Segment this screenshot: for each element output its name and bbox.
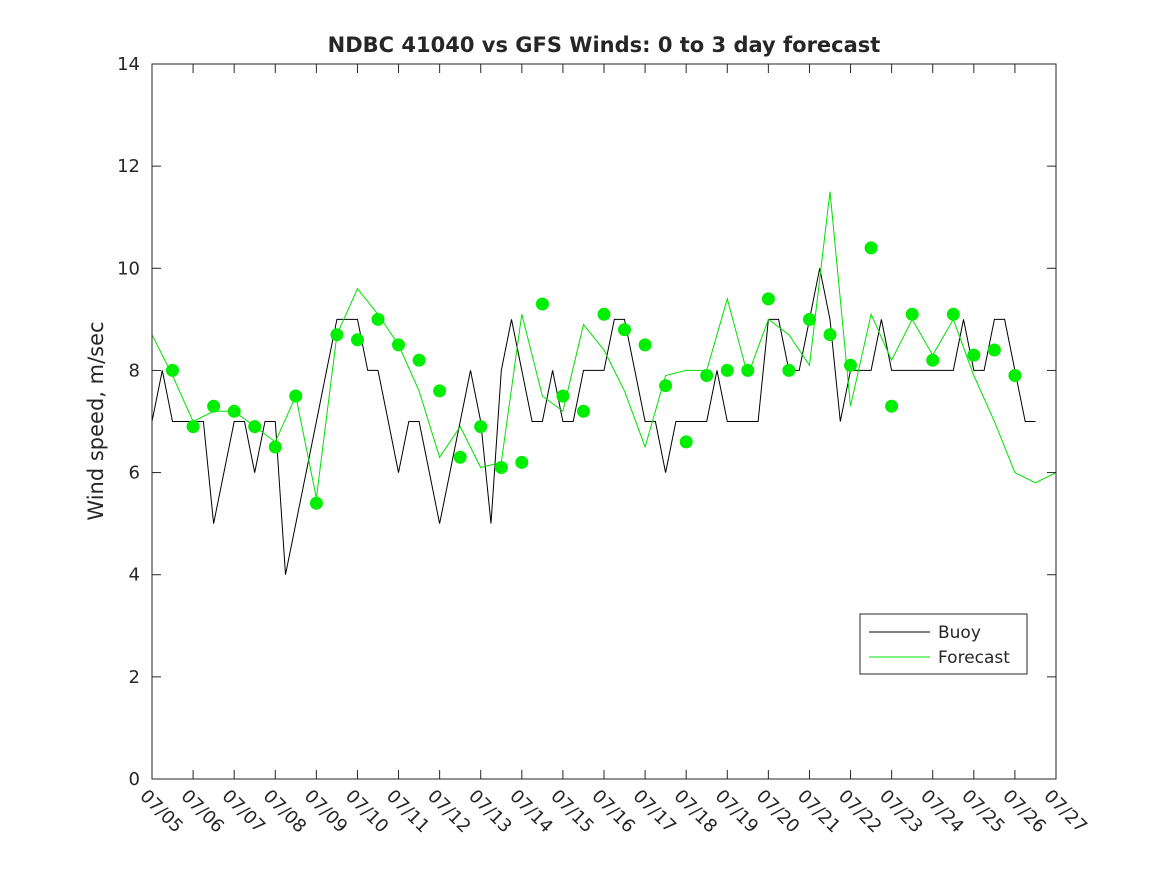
x-tick-label: 07/23 (875, 786, 927, 838)
forecast-marker (556, 389, 570, 403)
y-tick-label: 4 (129, 565, 140, 586)
x-tick-label: 07/26 (998, 786, 1050, 838)
forecast-marker (268, 440, 282, 454)
forecast-marker (987, 343, 1001, 357)
axes: 0246810121407/0507/0607/0707/0807/0907/1… (117, 54, 1091, 837)
forecast-marker (1008, 369, 1022, 382)
chart-title: NDBC 41040 vs GFS Winds: 0 to 3 day fore… (328, 33, 881, 57)
x-tick-label: 07/06 (177, 786, 229, 838)
forecast-marker (392, 338, 405, 352)
forecast-marker (494, 461, 508, 474)
forecast-marker (412, 353, 426, 367)
y-tick-label: 8 (129, 360, 140, 381)
y-tick-label: 0 (129, 769, 140, 790)
forecast-marker (905, 307, 919, 321)
forecast-marker (330, 328, 344, 342)
forecast-marker (803, 312, 816, 326)
forecast-marker (371, 312, 385, 326)
x-tick-label: 07/14 (505, 786, 557, 838)
forecast-marker (967, 348, 981, 362)
legend-forecast-label: Forecast (938, 648, 1010, 668)
forecast-marker (186, 420, 200, 434)
forecast-marker (720, 363, 734, 377)
x-tick-label: 07/15 (546, 786, 598, 838)
y-tick-label: 6 (129, 463, 140, 484)
y-axis-label: Wind speed, m/sec (84, 321, 108, 520)
x-tick-label: 07/11 (382, 786, 434, 838)
x-tick-label: 07/16 (587, 786, 639, 838)
forecast-marker (761, 292, 775, 306)
forecast-marker (864, 241, 878, 255)
forecast-marker (844, 358, 857, 372)
forecast-marker (309, 496, 323, 510)
forecast-marker (885, 399, 899, 413)
x-tick-label: 07/21 (793, 786, 845, 838)
forecast-marker (227, 404, 241, 418)
x-tick-label: 07/17 (629, 786, 681, 838)
plot-area (151, 191, 1057, 575)
x-tick-label: 07/19 (711, 786, 763, 838)
x-tick-label: 07/07 (218, 786, 270, 838)
forecast-marker (638, 338, 652, 352)
forecast-marker (926, 353, 940, 367)
legend-box (859, 613, 1028, 675)
forecast-marker (166, 363, 179, 377)
forecast-marker (782, 363, 796, 377)
x-tick-label: 07/27 (1039, 786, 1091, 838)
y-tick-label: 12 (117, 156, 140, 177)
forecast-marker (474, 420, 488, 434)
x-tick-label: 07/10 (341, 786, 393, 838)
forecast-marker (741, 363, 755, 377)
y-tick-label: 2 (129, 667, 140, 688)
forecast-marker (248, 420, 262, 434)
legend: Buoy Forecast (859, 613, 1028, 675)
forecast-marker (659, 379, 673, 393)
series-forecast-line (151, 191, 1057, 499)
legend-buoy-label: Buoy (938, 623, 981, 643)
x-tick-label: 07/25 (957, 786, 1009, 838)
forecast-marker (597, 307, 611, 321)
x-tick-label: 07/08 (259, 786, 311, 838)
x-tick-label: 07/13 (464, 786, 516, 838)
x-tick-label: 07/22 (834, 786, 886, 838)
forecast-marker (433, 384, 447, 398)
x-tick-label: 07/05 (135, 786, 187, 838)
y-tick-label: 14 (117, 54, 140, 75)
forecast-marker (351, 333, 364, 347)
forecast-marker (207, 399, 221, 413)
x-tick-label: 07/24 (916, 786, 968, 838)
x-tick-label: 07/18 (670, 786, 722, 838)
forecast-marker (535, 297, 549, 311)
y-tick-label: 10 (117, 258, 140, 279)
x-tick-label: 07/12 (423, 786, 475, 838)
forecast-marker (618, 323, 631, 337)
forecast-marker (946, 307, 960, 321)
forecast-marker (289, 389, 303, 403)
forecast-marker (700, 369, 714, 382)
x-tick-label: 07/09 (300, 786, 352, 838)
forecast-marker (823, 328, 837, 342)
x-tick-label: 07/20 (752, 786, 804, 838)
forecast-marker (515, 455, 529, 469)
forecast-marker (453, 450, 467, 464)
forecast-marker (679, 435, 693, 449)
forecast-marker (577, 404, 590, 418)
